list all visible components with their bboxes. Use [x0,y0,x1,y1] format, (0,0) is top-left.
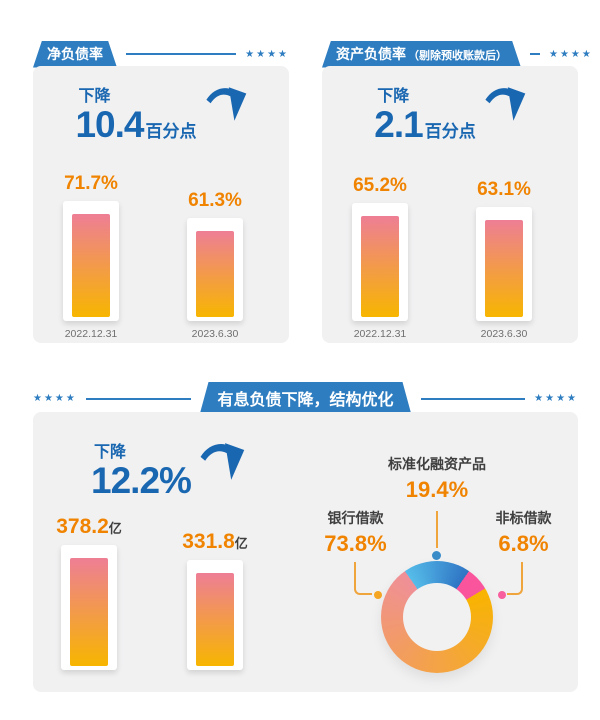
drop-value: 12.2% [91,460,192,501]
header-rule [85,397,191,400]
bar [476,207,532,321]
drop-unit: 百分点 [145,122,197,141]
asset-liability-tab: 资产负债率 （剔除预收账款后） [322,41,521,68]
stars-decoration: ★★★★ [549,48,593,60]
header-rule [420,397,526,400]
standardized-dot [432,551,441,560]
bar-value-label: 378.2亿 [56,515,122,538]
segment-percent: 73.8% [324,531,387,556]
bar-value-label: 331.8亿 [182,530,248,553]
asset-liability-bars: 65.2% 2022.12.31 63.1% 2023.6.30 [322,175,578,340]
donut-label-bank: 银行借款 73.8% [288,508,423,557]
stars-decoration: ★★★★ [534,393,579,404]
bar [187,560,243,670]
net-debt-bars: 71.7% 2022.12.31 61.3% 2023.6.30 [33,173,289,340]
net-debt-title: 净负债率 [47,45,103,62]
asset-liability-header: 资产负债率 （剔除预收账款后） ★★★★ [322,41,591,68]
segment-percent: 6.8% [498,531,549,556]
segment-name: 非标借款 [495,510,552,526]
header-rule [530,53,540,55]
interest-debt-panel: 下降 12.2% 378.2亿 331.8亿 标准化融资产品 1 [33,412,578,692]
net-debt-drop: 下降 10.4 百分点 [33,66,289,144]
bar-group: 378.2亿 [56,515,122,670]
bar-group: 65.2% 2022.12.31 [352,175,408,340]
drop-unit: 百分点 [424,122,476,141]
down-arrow-icon [485,87,526,121]
bar-value-label: 63.1% [477,179,531,200]
leader-line-bank [354,562,372,595]
bar [352,203,408,321]
nonstandard-dot [498,591,506,599]
interest-debt-header: ★★★★ 有息负债下降，结构优化 ★★★★ [33,385,578,412]
donut-hole [403,583,471,651]
down-arrow-icon [205,87,246,121]
debt-structure-section: 标准化融资产品 19.4% 银行借款 73.8% 非标借款 6.8% [303,412,578,692]
donut-chart [381,561,493,673]
stars-decoration: ★★★★ [33,393,77,404]
bar-date-label: 2022.12.31 [64,328,118,340]
bar-unit-label: 亿 [234,536,248,551]
drop-value: 2.1 [374,104,423,145]
leader-line-standardized [436,511,438,548]
segment-name: 银行借款 [327,510,384,526]
header-rule [126,53,237,55]
donut-label-standardized: 标准化融资产品 19.4% [303,454,571,503]
drop-label: 下降 [377,88,410,105]
bar-value-label: 65.2% [353,175,407,196]
bar-fill [196,231,234,317]
bar-group: 331.8亿 [182,530,248,670]
bar-fill [485,220,523,317]
asset-liability-subtitle: （剔除预收账款后） [408,49,507,62]
bar-value-label: 61.3% [188,190,242,211]
bar-value-label: 71.7% [64,173,118,194]
drop-label: 下降 [94,444,127,461]
asset-liability-drop: 下降 2.1 百分点 [322,66,578,144]
bar-fill [361,216,399,317]
bar-date-label: 2023.6.30 [191,328,239,340]
bar-fill [70,558,108,666]
interest-debt-tab: 有息负债下降，结构优化 [200,382,412,415]
drop-value: 10.4 [75,104,144,145]
asset-liability-title: 资产负债率 [336,45,406,62]
bar-unit-label: 亿 [108,521,122,536]
bar-fill [196,573,234,666]
interest-debt-title: 有息负债下降，结构优化 [217,392,394,409]
bar-date-label: 2023.6.30 [480,328,528,340]
bar-date-label: 2022.12.31 [353,328,407,340]
bar-fill [72,214,110,317]
segment-name: 标准化融资产品 [388,456,486,472]
asset-liability-panel: 下降 2.1 百分点 65.2% 2022.12.31 63.1% 2023.6… [322,66,578,343]
drop-label: 下降 [78,88,111,105]
stars-decoration: ★★★★ [245,48,289,60]
net-debt-panel: 下降 10.4 百分点 71.7% 2022.12.31 61.3% 2023.… [33,66,289,343]
down-arrow-icon [200,443,245,480]
bar [61,545,117,670]
leader-line-nonstandard [507,562,523,595]
interest-debt-bar-section: 下降 12.2% 378.2亿 331.8亿 [33,412,303,692]
interest-debt-drop: 下降 12.2% [33,412,303,500]
bar [63,201,119,321]
bank-dot [374,591,382,599]
net-debt-header: 净负债率 ★★★★ [33,42,289,66]
bar-group: 71.7% 2022.12.31 [63,173,119,340]
bar-group: 63.1% 2023.6.30 [476,179,532,340]
bar-group: 61.3% 2023.6.30 [187,190,243,340]
bar [187,218,243,321]
donut-label-nonstandard: 非标借款 6.8% [456,508,591,557]
net-debt-tab: 净负债率 [33,41,117,68]
interest-debt-bars: 378.2亿 331.8亿 [33,515,303,670]
segment-percent: 19.4% [405,477,469,502]
